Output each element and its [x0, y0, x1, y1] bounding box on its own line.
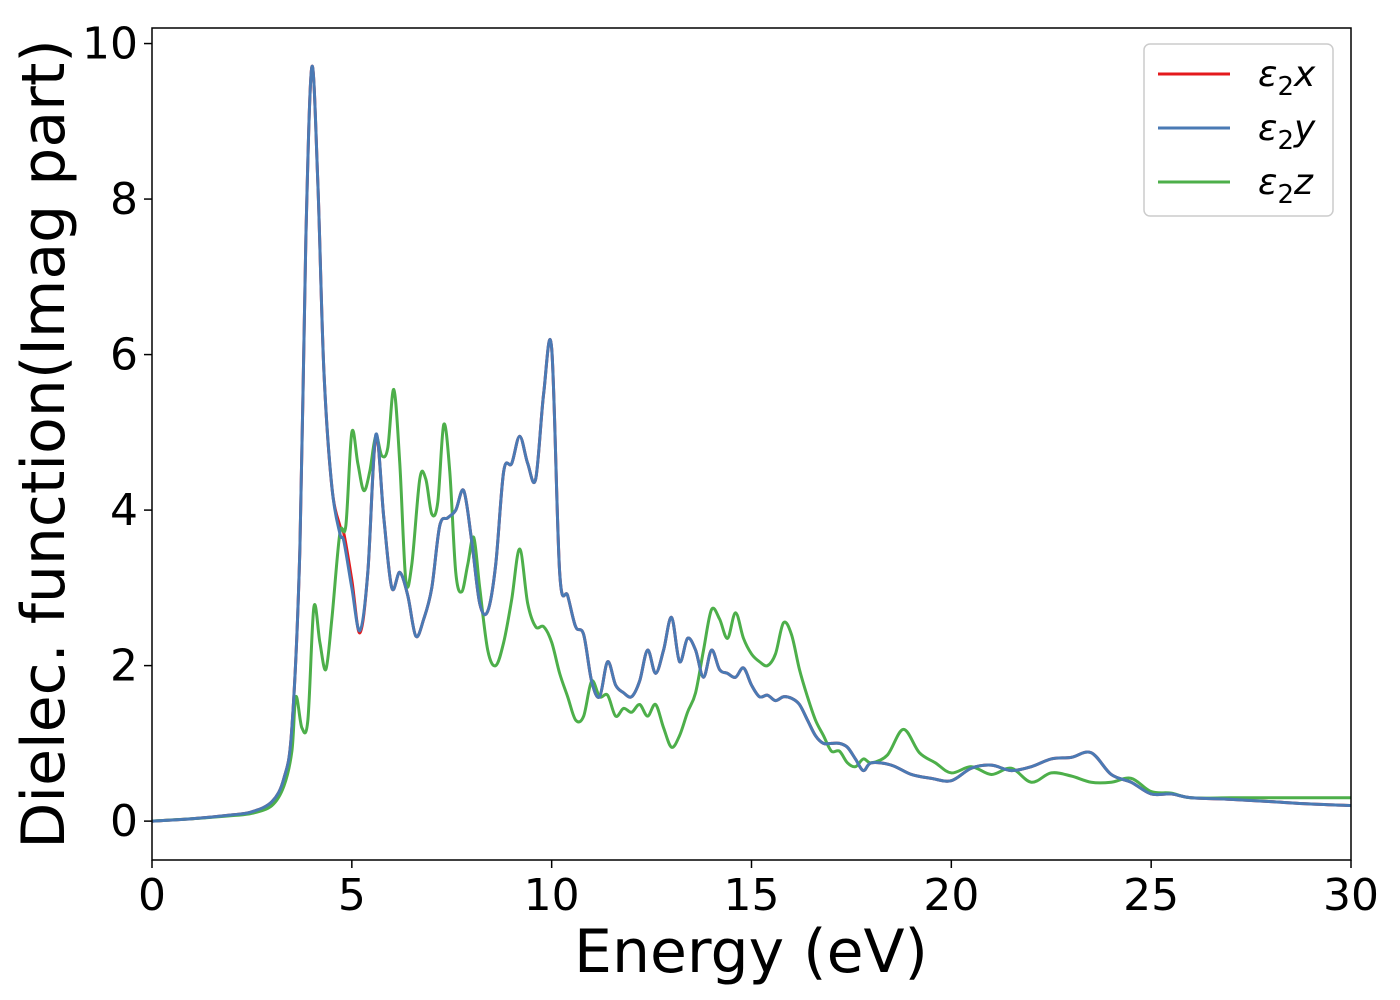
y-axis-ticks: 0 2 4 6 8 10 — [82, 19, 152, 847]
legend-component: x — [1293, 54, 1316, 95]
x-tick-label: 10 — [524, 870, 580, 921]
legend-symbol: ε — [1258, 54, 1277, 95]
legend-label-x: ε2x — [1258, 54, 1316, 102]
legend-label-z: ε2z — [1258, 162, 1314, 210]
y-tick-label: 4 — [110, 485, 138, 536]
legend-subscript: 2 — [1277, 180, 1294, 210]
x-tick-label: 30 — [1323, 870, 1379, 921]
series-lines — [152, 64, 1351, 823]
x-tick-label: 15 — [724, 870, 780, 921]
y-tick-label: 10 — [82, 19, 138, 70]
x-tick-label: 0 — [138, 870, 166, 921]
y-tick-label: 6 — [110, 330, 138, 381]
legend-box — [1143, 43, 1334, 217]
legend-label-y: ε2y — [1258, 108, 1316, 156]
legend-symbol: ε — [1258, 108, 1277, 149]
y-tick-label: 0 — [110, 796, 138, 847]
series-line-y — [152, 64, 1351, 823]
legend-subscript: 2 — [1277, 126, 1294, 156]
x-tick-label: 25 — [1123, 870, 1179, 921]
x-axis-title: Energy (eV) — [574, 917, 928, 987]
x-tick-label: 20 — [923, 870, 979, 921]
y-tick-label: 8 — [110, 174, 138, 225]
legend-symbol: ε — [1258, 162, 1277, 203]
series-line-z — [152, 388, 1351, 823]
legend-component: z — [1293, 162, 1314, 203]
y-tick-label: 2 — [110, 641, 138, 692]
y-axis-title: Dielec. function(Imag part) — [9, 39, 79, 849]
x-tick-label: 5 — [338, 870, 366, 921]
legend-subscript: 2 — [1277, 72, 1294, 102]
legend-component: y — [1293, 108, 1316, 149]
x-axis-ticks: 0 5 10 15 20 25 30 — [138, 860, 1379, 921]
